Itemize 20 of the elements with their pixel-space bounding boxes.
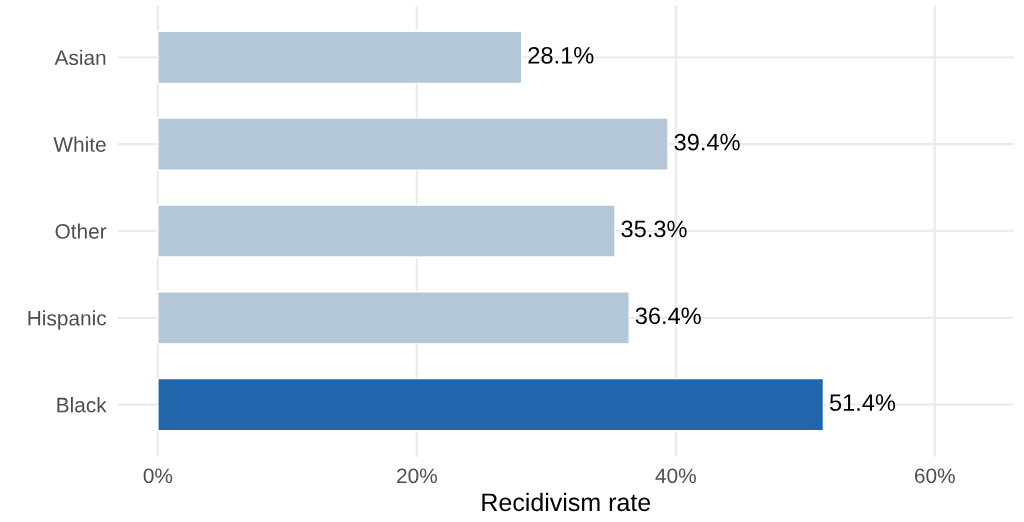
- data-label: 28.1%: [528, 46, 594, 64]
- x-tick-label: 40%: [655, 468, 696, 484]
- data-label: 51.4%: [829, 394, 896, 411]
- bar: [157, 30, 523, 85]
- y-tick-label: White: [53, 136, 106, 152]
- y-tick-label: Black: [57, 397, 107, 413]
- x-tick-label: 20%: [397, 468, 437, 484]
- data-label: 36.4%: [635, 307, 701, 325]
- bar: [157, 377, 825, 432]
- x-axis-title: Recidivism rate: [482, 492, 651, 512]
- bar: [157, 291, 630, 345]
- data-label: 39.4%: [674, 133, 740, 151]
- y-tick-label: Asian: [54, 49, 106, 66]
- y-tick-label: Other: [55, 223, 107, 239]
- bar: [157, 204, 616, 258]
- y-tick-label: Hispanic: [28, 310, 107, 330]
- data-label: 35.3%: [621, 220, 687, 238]
- x-tick-label: 60%: [914, 468, 955, 484]
- x-tick-label: 0%: [143, 468, 173, 484]
- bar: [157, 117, 669, 171]
